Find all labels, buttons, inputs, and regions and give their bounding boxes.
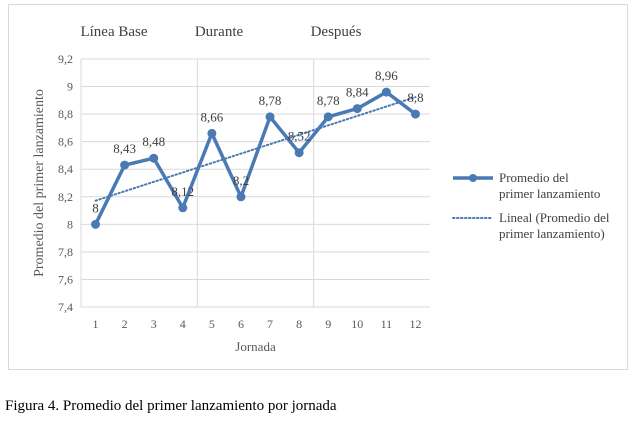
data-point [410, 109, 420, 119]
legend-label-series: Promedio del primer lanzamiento [499, 170, 600, 201]
data-point [352, 104, 362, 114]
data-label: 8,52 [288, 129, 311, 144]
x-tick-label: 11 [381, 317, 393, 331]
data-point [120, 160, 130, 170]
data-point [265, 112, 275, 122]
data-label: 8,8 [407, 90, 423, 105]
data-label: 8,84 [346, 85, 369, 100]
legend-label-trend: Lineal (Promedio del primer lanzamiento) [499, 210, 610, 241]
x-tick-label: 12 [409, 317, 421, 331]
x-tick-label: 8 [296, 317, 302, 331]
chart-frame: 7,4 7,6 7,8 8 8,2 8,4 8,6 8,8 9 9,2 Línea Base Dura… [8, 4, 628, 370]
trendline [94, 96, 417, 202]
data-label: 8,78 [259, 93, 282, 108]
x-tick-label: 2 [122, 317, 128, 331]
data-label: 8,12 [171, 184, 194, 199]
data-label: 8,66 [201, 109, 224, 124]
y-axis-title: Promedio del primer lanzamiento [32, 89, 47, 277]
legend-marker [469, 174, 477, 182]
data-point [236, 192, 246, 202]
line-chart: 7,4 7,6 7,8 8 8,2 8,4 8,6 8,8 9 9,2 Línea Base Dura… [32, 24, 610, 354]
y-tick-label: 9,2 [58, 52, 73, 66]
phase-label: Durante [195, 24, 244, 40]
x-tick-label: 10 [351, 317, 363, 331]
y-tick-label: 7,6 [58, 272, 73, 286]
x-tick-label: 6 [238, 317, 244, 331]
phase-label: Después [311, 24, 362, 40]
data-label: 8,96 [375, 68, 398, 83]
data-label: 8,2 [233, 173, 249, 188]
y-tick-label: 8,8 [58, 107, 73, 121]
x-tick-label: 3 [151, 317, 157, 331]
x-tick-label: 1 [93, 317, 99, 331]
series-line [93, 90, 417, 226]
y-tick-label: 8,6 [58, 135, 73, 149]
x-axis-title: Jornada [235, 339, 276, 354]
y-tick-label: 9 [67, 80, 73, 94]
data-point [381, 87, 391, 97]
figure-caption: Figura 4. Promedio del primer lanzamient… [5, 398, 337, 414]
data-point [178, 203, 188, 213]
data-label: 8 [92, 200, 99, 215]
data-point [91, 219, 101, 229]
data-label: 8,48 [142, 134, 165, 149]
y-tick-label: 8 [67, 217, 73, 231]
y-tick-label: 7,4 [58, 300, 73, 314]
data-point [294, 148, 304, 158]
phase-label: Línea Base [80, 24, 147, 40]
x-tick-label: 9 [325, 317, 331, 331]
data-label: 8,78 [317, 93, 340, 108]
x-tick-label: 5 [209, 317, 215, 331]
x-tick-label: 4 [180, 317, 186, 331]
data-point [149, 153, 159, 163]
y-tick-label: 7,8 [58, 245, 73, 259]
y-tick-label: 8,2 [58, 190, 73, 204]
data-label: 8,43 [113, 141, 136, 156]
y-tick-label: 8,4 [58, 162, 73, 176]
x-tick-label: 7 [267, 317, 273, 331]
data-point [207, 128, 217, 138]
data-point [323, 112, 333, 122]
